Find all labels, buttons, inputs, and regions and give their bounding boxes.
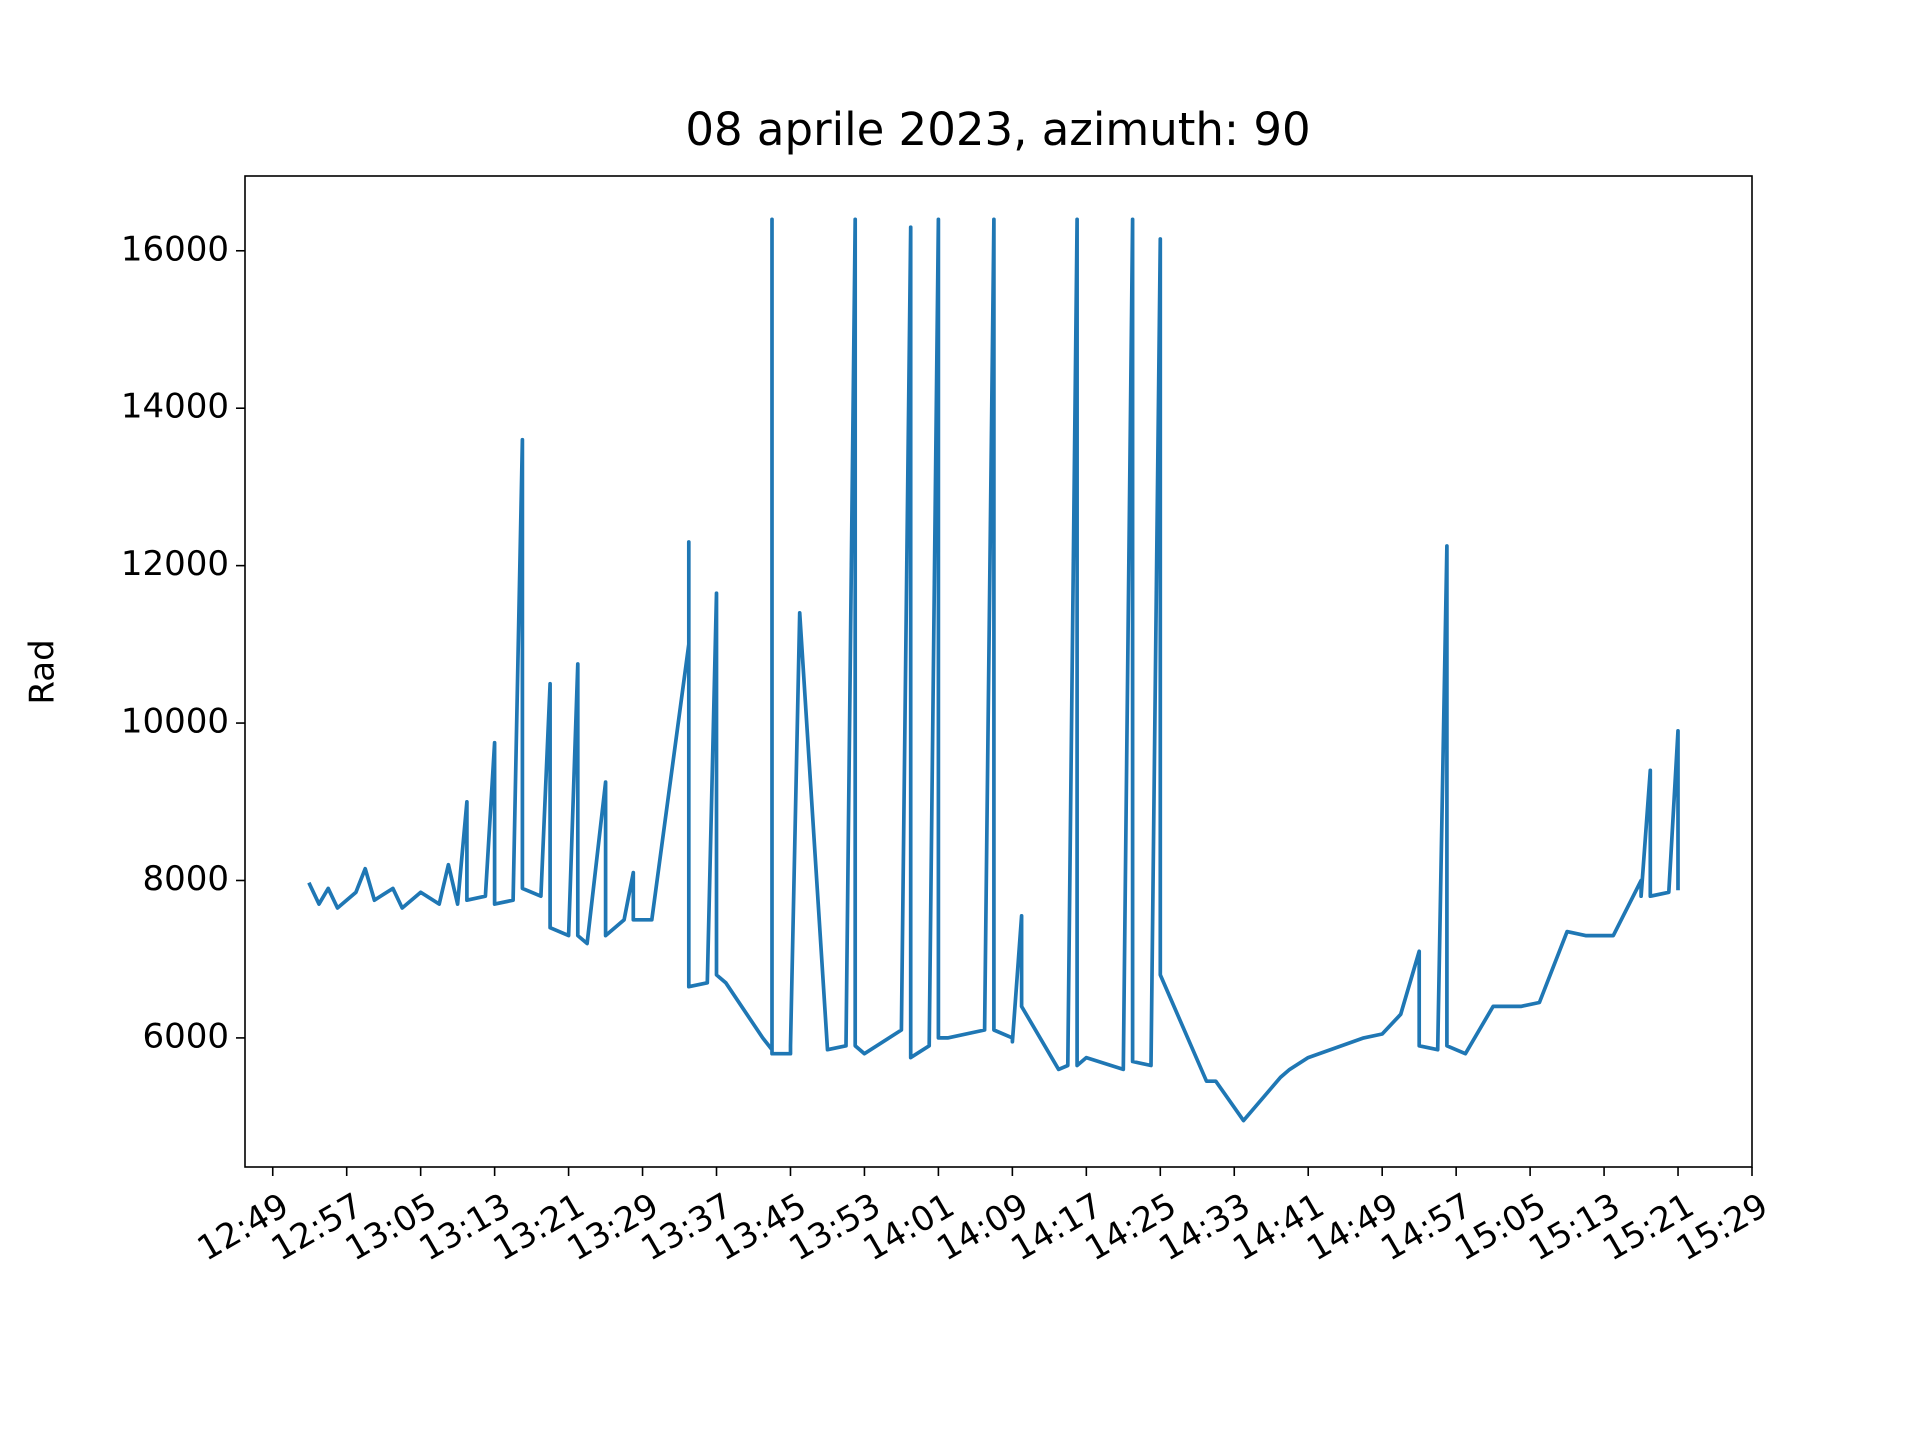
y-tick-label: 12000 bbox=[121, 544, 229, 584]
y-axis-label: Rad bbox=[23, 639, 63, 704]
y-tick-label: 10000 bbox=[121, 702, 229, 742]
chart-title: 08 aprile 2023, azimuth: 90 bbox=[685, 103, 1310, 156]
y-tick-label: 16000 bbox=[121, 229, 229, 269]
data-line bbox=[307, 217, 1680, 1123]
y-tick-label: 14000 bbox=[121, 387, 229, 427]
y-tick-label: 8000 bbox=[142, 859, 229, 899]
plot-frame bbox=[244, 175, 1753, 1168]
y-tick-label: 6000 bbox=[142, 1016, 229, 1056]
